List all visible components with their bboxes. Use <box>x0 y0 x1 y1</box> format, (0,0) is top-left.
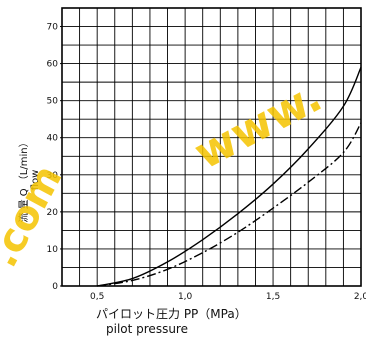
x-tick-label: 2,0 <box>354 292 366 302</box>
plot-frame <box>61 7 362 287</box>
y-axis: 0 10 20 30 40 50 60 70 <box>47 23 62 292</box>
y-tick-label: 70 <box>47 23 59 33</box>
series-group <box>97 67 362 287</box>
y-tick-label: 10 <box>47 245 59 255</box>
x-tick-label: 0,5 <box>90 292 104 302</box>
x-tick-label: 1,0 <box>178 292 193 302</box>
y-tick-label: 50 <box>47 97 59 107</box>
y-tick-label: 20 <box>47 208 59 218</box>
y-tick-label: 30 <box>47 171 59 181</box>
y-tick-label: 40 <box>47 134 59 144</box>
grid <box>62 8 361 286</box>
x-tick-label: 1,5 <box>266 292 280 302</box>
x-axis: 0,5 1,0 1,5 2,0 <box>90 292 366 302</box>
watermark-text: .com <box>0 158 72 275</box>
series-line-dashdot <box>97 122 362 287</box>
y-axis-label-en: flow <box>30 170 41 191</box>
x-axis-label-en: pilot pressure <box>106 322 188 336</box>
x-axis-label-jp: パイロット圧力 PP（MPa） <box>96 307 247 321</box>
y-tick-label: 0 <box>52 282 58 292</box>
y-axis-label-jp: 流 量 Q （L/min） <box>17 137 30 222</box>
y-tick-label: 60 <box>47 60 59 70</box>
series-line-solid <box>97 67 362 287</box>
